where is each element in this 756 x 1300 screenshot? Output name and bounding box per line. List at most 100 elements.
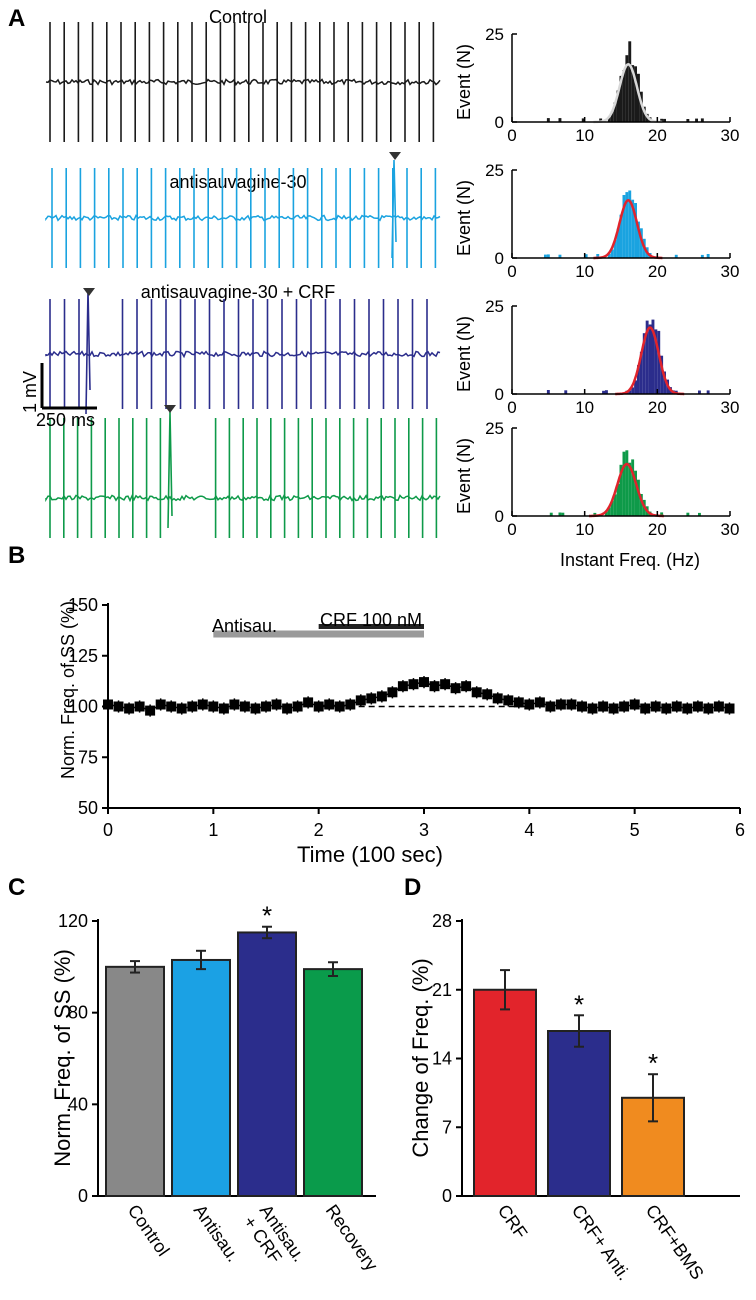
x-tick-label: 20 [648,520,667,539]
hist-bar [593,512,597,516]
hist-bar [613,240,617,258]
hist-bar [631,387,635,394]
hist-bar [625,450,629,516]
y-tick-label: 120 [58,911,88,931]
data-point [176,703,187,714]
hist-bar [634,470,637,516]
hist-bar [654,329,658,394]
histogram-anti-crf: 0 10 20 30 0 25 Event (N) [454,297,739,417]
hist-y-axis-title: Event (N) [454,438,474,514]
y-tick-label: 25 [485,161,504,180]
data-point [440,679,451,690]
data-point [229,699,240,710]
data-point [366,693,377,704]
hist-bar [581,118,585,122]
y-tick-label: 25 [485,25,504,44]
hist-bar [642,106,646,122]
data-point [397,681,408,692]
hist-bar [613,494,617,516]
y-tick-label: 0 [442,1186,452,1206]
y-tick-label: 28 [432,911,452,931]
data-point [345,699,356,710]
data-point [461,681,472,692]
hist-bar [607,507,611,516]
trace-title-antisauvagine: antisauvagine-30 [169,172,306,192]
trace-baseline [45,214,441,222]
trace-anti-crf [45,289,441,415]
data-point [271,699,282,710]
hist-bar [698,390,701,394]
hist-bar [631,199,635,258]
hist-bar [639,494,643,516]
bar-chart-c: 0 40 80 120 Control Antisau. * Antisau.+ CRF Rec… [58,901,382,1275]
y-tick-label: 7 [442,1117,452,1137]
category-label: Antisau. [190,1201,244,1266]
scale-h-label: 250 ms [36,410,95,430]
bar-chart-d: 0 7 14 21 28 CRF * CRF+ Anti. * CRF+BMS [432,911,740,1284]
hist-bar [616,483,620,516]
data-point [534,697,545,708]
x-tick-label: 20 [648,262,667,281]
y-tick-label: 0 [495,385,504,404]
x-tick-label: 0 [507,398,516,417]
data-point [419,677,429,688]
hist-bar [628,41,632,122]
hist-bar [698,512,701,516]
hist-bar [558,512,562,516]
gaussian-fit-line [593,199,663,260]
trace-title-anti-crf: antisauvagine-30 + CRF [141,282,336,302]
y-tick-label: 21 [432,980,452,1000]
hist-bar [695,118,698,122]
hist-bar [637,365,640,394]
hist-bar [602,390,605,394]
hist-bar [619,214,623,258]
time-course-chart: 50 75 100 125 150 0 1 2 3 4 5 6 [68,595,745,840]
data-point [713,701,724,712]
b-y-axis-title: Norm. Freq. of SS (%) [58,601,78,779]
hist-bar [657,330,661,394]
hist-bar [546,254,550,258]
hist-bar [605,511,608,516]
hist-bar [544,254,547,258]
data-point [577,701,587,712]
hist-bar [706,390,710,394]
data-point [324,699,335,710]
hist-bar [686,119,690,122]
complex-spike [85,289,91,415]
scale-v-label: 1 mV [20,371,40,413]
hist-bar [686,512,690,516]
hist-x-axis-title: Instant Freq. (Hz) [560,550,700,570]
hist-bar [674,254,678,258]
histogram-antisauvagine: 0 10 20 30 0 25 Event (N) [454,161,739,281]
data-point [166,701,177,712]
complex-spike [167,411,173,529]
data-point [482,689,493,700]
data-point [103,699,113,710]
y-tick-label: 75 [78,747,98,767]
hist-bar [634,380,637,394]
hist-bar [546,390,550,394]
hist-bar [631,459,635,516]
data-point [429,681,440,692]
scale-bar: 1 mV 250 ms [20,363,97,430]
hist-bar [628,390,632,394]
panel-label-d: D [404,874,421,901]
data-point [587,703,598,714]
y-tick-label: 100 [68,697,98,717]
hist-bar [625,55,629,123]
significance-star: * [574,989,584,1019]
significance-star: * [648,1048,658,1078]
antisau-bar-label: Antisau. [212,616,277,636]
gaussian-fit-line [589,462,664,518]
hist-bar [619,75,623,122]
data-point [113,701,124,712]
x-tick-label: 10 [575,520,594,539]
data-point [376,691,387,702]
arrow-icon [164,405,176,413]
hist-bar [613,102,617,122]
hist-bar [599,118,603,122]
hist-bar [634,203,637,258]
x-tick-label: 10 [575,126,594,145]
data-point [629,699,640,710]
x-tick-label: 10 [575,262,594,281]
